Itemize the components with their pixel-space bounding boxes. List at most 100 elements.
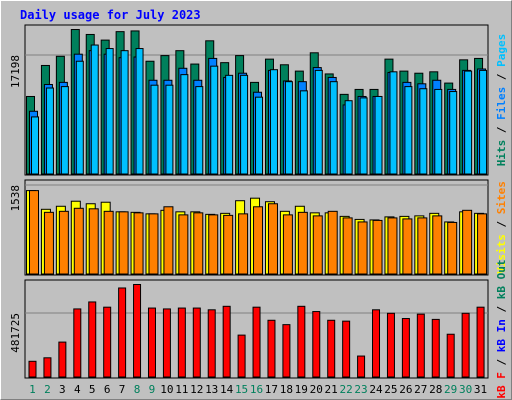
day-label: 31 <box>474 383 487 396</box>
kbf-bar <box>297 305 306 378</box>
day-label: 10 <box>160 383 173 396</box>
kb-legend-part-2: kB In <box>495 319 508 352</box>
day-label: 28 <box>429 383 442 396</box>
kbf-bar <box>222 305 231 378</box>
pages-bar <box>255 96 264 175</box>
day-label: 30 <box>459 383 472 396</box>
kbf-bar <box>267 319 276 378</box>
kbf-bar <box>342 320 351 378</box>
sites-bar <box>253 206 264 275</box>
pages-bar <box>225 74 234 175</box>
kbf-bar <box>357 355 366 378</box>
pages-bar <box>374 95 383 175</box>
sites-bar <box>43 211 54 275</box>
hits-legend-part-0: Hits <box>495 140 508 167</box>
pages-bar <box>464 70 473 175</box>
pages-bar <box>434 88 443 175</box>
kbf-bar <box>177 307 186 378</box>
day-label: 19 <box>295 383 308 396</box>
pages-bar <box>404 86 413 175</box>
kb-legend: kB F / kB In / kB Out <box>495 259 508 398</box>
kbf-bar <box>43 357 52 378</box>
sites-bar <box>387 217 398 275</box>
pages-bar <box>359 97 368 175</box>
kbf-bar <box>312 311 321 378</box>
day-label: 6 <box>104 383 111 396</box>
sites-bar <box>118 211 129 275</box>
sites-bar <box>282 214 293 275</box>
sites-bar <box>163 206 174 275</box>
kbf-bar <box>386 312 395 378</box>
kbf-bar <box>327 319 336 378</box>
kb-legend-part-0: kB F <box>495 372 508 399</box>
kbf-bar <box>103 306 112 378</box>
sites-bar <box>223 214 234 275</box>
kbf-bar <box>401 318 410 378</box>
sites-bar <box>372 219 383 275</box>
chart-title: Daily usage for July 2023 <box>20 8 201 22</box>
kbf-bar <box>446 333 455 378</box>
kbf-bar <box>207 309 216 378</box>
day-label: 11 <box>175 383 188 396</box>
sites-bar <box>267 203 278 275</box>
pages-bar <box>299 90 308 175</box>
kbf-bar <box>476 306 485 378</box>
kbf-bar <box>252 306 261 378</box>
kbf-bar <box>58 341 67 378</box>
sites-legend-part-0: Visits <box>495 234 508 274</box>
day-label: 13 <box>205 383 218 396</box>
sites-bar <box>462 209 473 275</box>
kbf-bar <box>431 318 440 378</box>
pages-bar <box>449 91 458 175</box>
sites-bar <box>88 208 99 275</box>
sites-bar <box>417 217 428 275</box>
day-label: 12 <box>190 383 203 396</box>
pages-bar <box>180 74 189 175</box>
kbf-bar <box>282 324 291 378</box>
pages-bar <box>329 81 338 175</box>
kbf-bar <box>28 360 37 378</box>
kbf-bar <box>162 308 171 378</box>
sites-bar <box>447 221 458 275</box>
day-label: 18 <box>280 383 293 396</box>
day-label: 7 <box>119 383 126 396</box>
pages-bar <box>45 87 54 175</box>
kbf-bar <box>461 312 470 378</box>
kb-ymax-label: 481725 <box>9 313 22 353</box>
day-label: 3 <box>59 383 66 396</box>
day-label: 24 <box>369 383 383 396</box>
kb-legend-part-1: / <box>495 352 508 372</box>
kb-legend-part-3: / <box>495 299 508 319</box>
day-label: 8 <box>134 383 141 396</box>
sites-bar <box>432 215 443 275</box>
day-label: 9 <box>149 383 156 396</box>
pages-bar <box>105 48 114 175</box>
sites-legend: Visits / Sites <box>495 181 508 274</box>
sites-bar <box>312 215 323 275</box>
kbf-bar <box>416 313 425 378</box>
sites-bar <box>133 212 144 275</box>
sites-bar <box>58 210 69 275</box>
sites-bar <box>238 213 249 275</box>
sites-bar <box>297 211 308 275</box>
sites-bar <box>477 213 488 275</box>
pages-bar <box>419 88 428 175</box>
pages-bar <box>31 116 39 175</box>
sites-bar <box>193 212 204 275</box>
day-label: 29 <box>444 383 457 396</box>
pages-bar <box>314 69 323 175</box>
day-label: 15 <box>235 383 248 396</box>
pages-bar <box>269 69 278 175</box>
sites-bar <box>29 190 39 275</box>
pages-bar <box>344 100 353 175</box>
kbf-bar <box>192 307 201 378</box>
day-label: 22 <box>339 383 352 396</box>
sites-bar <box>342 217 353 275</box>
sites-legend-part-2: Sites <box>495 181 508 214</box>
pages-bar <box>195 86 204 175</box>
pages-bar <box>479 69 488 175</box>
sites-legend-part-1: / <box>495 214 508 234</box>
pages-bar <box>120 50 129 175</box>
day-label: 27 <box>414 383 427 396</box>
